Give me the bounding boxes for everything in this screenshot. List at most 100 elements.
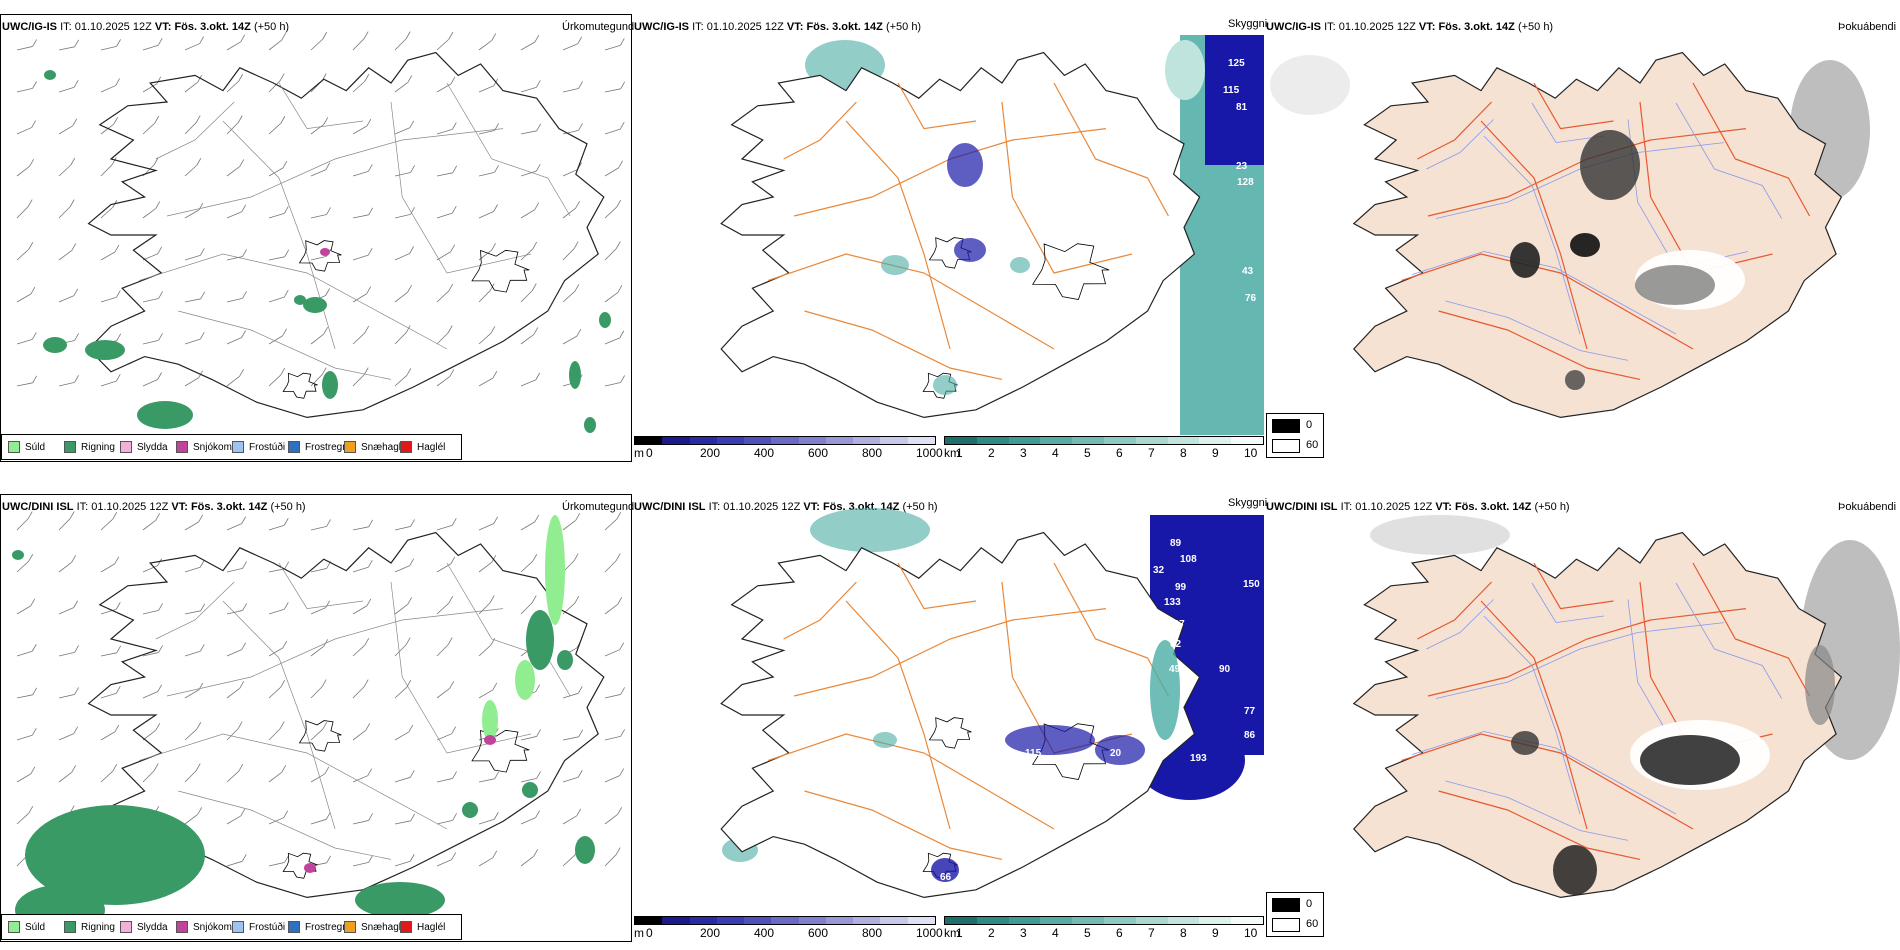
legend-swatch <box>344 921 356 933</box>
visibility-value-label: 89 <box>1170 538 1182 549</box>
legend-swatch <box>176 921 188 933</box>
scale-tick: 6 <box>1116 446 1123 460</box>
it-label: IT: <box>1324 21 1336 33</box>
scale-tick: 2 <box>988 926 995 940</box>
it-label: IT: <box>60 21 72 33</box>
legend-item-snjókoma: Snjókoma <box>176 441 237 453</box>
scale-tick: 4 <box>1052 926 1059 940</box>
scale-tick: 7 <box>1148 446 1155 460</box>
scale-tick: 4 <box>1052 446 1059 460</box>
iceland-outline-precip <box>87 51 605 419</box>
colorbar <box>634 916 936 925</box>
legend-item-slydda: Slydda <box>120 921 168 933</box>
legend-swatch <box>400 921 412 933</box>
scale-tick: 1 <box>956 926 963 940</box>
precip-panel-bottom <box>0 494 632 942</box>
vt-value: Fös. 3.okt. 14Z <box>190 501 268 513</box>
legend-swatch <box>64 441 76 453</box>
scale-tick: 2 <box>988 446 995 460</box>
height-scale-top: m 0 200 400 600 800 1000 <box>634 436 943 460</box>
vt-value: Fös. 3.okt. 14Z <box>806 21 883 33</box>
header-vis-top: UWC/IG-IS IT: 01.10.2025 12Z VT: Fös. 3.… <box>634 21 921 33</box>
legend-item-rigning: Rigning <box>64 441 115 453</box>
vt-value: Fös. 3.okt. 14Z <box>174 21 251 33</box>
model-name: UWC/DINI ISL <box>1266 501 1338 513</box>
header-precip-top: UWC/IG-IS IT: 01.10.2025 12Z VT: Fös. 3.… <box>2 21 289 33</box>
legend-label: Rigning <box>81 441 115 453</box>
legend-label: Slydda <box>137 921 168 933</box>
legend-label: Snjókoma <box>193 921 238 933</box>
vt-value: Fös. 3.okt. 14Z <box>1438 21 1515 33</box>
scale-tick: 10 <box>1244 926 1258 940</box>
scale-tick: 0 <box>646 926 653 940</box>
visibility-value-label: 115 <box>1025 748 1042 759</box>
header-fog-bottom: UWC/DINI ISL IT: 01.10.2025 12Z VT: Fös.… <box>1266 501 1570 513</box>
scale-tick: 0 <box>646 446 653 460</box>
panel-title-fog-bottom: Þokuábendi <box>1838 501 1897 513</box>
legend-label: Súld <box>25 441 46 453</box>
visibility-map-0 <box>720 35 1264 435</box>
visibility-value-label: 81 <box>1236 102 1248 113</box>
legend-label: Frostregn <box>305 441 348 453</box>
visibility-value-label: 76 <box>1245 293 1257 304</box>
scale-tick: 400 <box>754 446 775 460</box>
visibility-value-label: 444 <box>1008 765 1025 776</box>
legend-item-haglél: Haglél <box>400 921 445 933</box>
visibility-value-label: 62 <box>1170 639 1182 650</box>
legend-label: Haglél <box>417 441 446 453</box>
scale-tick: 6 <box>1116 926 1123 940</box>
visibility-value-label: 90 <box>1219 664 1231 675</box>
scale-unit: m <box>634 446 644 460</box>
scale-tick: 1000 <box>916 446 943 460</box>
legend-swatch <box>120 441 132 453</box>
visibility-value-label: 150 <box>1243 579 1260 590</box>
legend-swatch <box>400 441 412 453</box>
legend-swatch <box>232 921 244 933</box>
legend-label: Frostúði <box>249 441 286 453</box>
visibility-value-label: 193 <box>1190 753 1207 764</box>
fog-map-0 <box>1270 51 1870 419</box>
scale-tick: 600 <box>808 446 829 460</box>
lead-time: (+50 h) <box>902 501 938 513</box>
vt-label: VT: <box>1418 21 1436 33</box>
colorbar <box>634 436 936 445</box>
fog-scale-label: 60 <box>1306 918 1319 930</box>
scale-tick: 200 <box>700 926 721 940</box>
it-label: IT: <box>1340 501 1353 513</box>
legend-label: Súld <box>25 921 46 933</box>
vt-label: VT: <box>154 21 172 33</box>
fog-swatch <box>1272 898 1300 912</box>
it-value: 01.10.2025 12Z <box>723 501 801 513</box>
legend-swatch <box>232 441 244 453</box>
legend-label: Snæhagl <box>361 921 402 933</box>
scale-tick: 600 <box>808 926 829 940</box>
fog-map-1 <box>1352 515 1900 899</box>
it-label: IT: <box>708 501 721 513</box>
iceland-outline-fog <box>1352 51 1843 419</box>
scale-unit: km <box>944 926 960 940</box>
fog-scale-label: 0 <box>1306 898 1313 910</box>
fog-swatch <box>1272 439 1300 453</box>
model-name: UWC/IG-IS <box>2 21 57 33</box>
scale-tick: 7 <box>1148 926 1155 940</box>
vt-label: VT: <box>803 501 820 513</box>
iceland-outline-visibility <box>720 531 1201 899</box>
scale-tick: 400 <box>754 926 775 940</box>
legend-label: Slydda <box>137 441 168 453</box>
it-value: 01.10.2025 12Z <box>1355 501 1433 513</box>
visibility-value-label: 66 <box>940 872 952 883</box>
legend-swatch <box>8 441 20 453</box>
legend-item-frostúði: Frostúði <box>232 921 285 933</box>
legend-swatch <box>64 921 76 933</box>
it-label: IT: <box>692 21 704 33</box>
scale-tick: 9 <box>1212 926 1219 940</box>
header-vis-bottom: UWC/DINI ISL IT: 01.10.2025 12Z VT: Fös.… <box>634 501 938 513</box>
lead-time: (+50 h) <box>1534 501 1570 513</box>
legend-label: Snjókoma <box>193 441 238 453</box>
fog-scale-label: 0 <box>1306 419 1313 431</box>
fog-scale-top: 0 60 <box>1266 413 1324 458</box>
visibility-value-label: 32 <box>1153 565 1165 576</box>
vt-label: VT: <box>786 21 804 33</box>
fog-scale-label: 60 <box>1306 439 1319 451</box>
height-scale-bottom: m 0 200 400 600 800 1000 <box>634 916 943 940</box>
